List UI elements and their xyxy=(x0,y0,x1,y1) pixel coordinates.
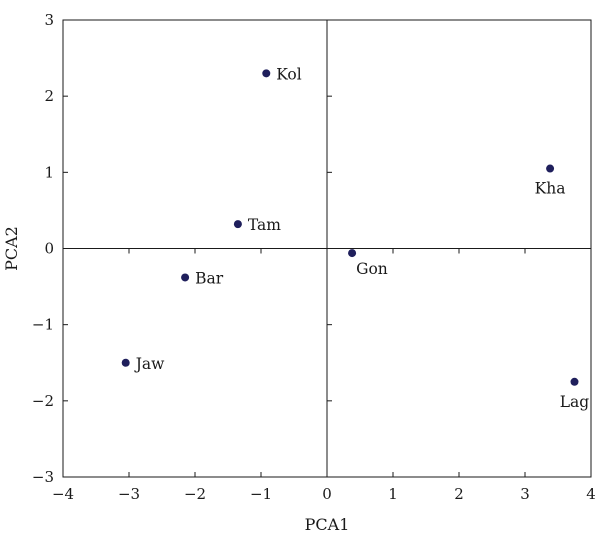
y-tick-label: 3 xyxy=(44,11,54,29)
data-point xyxy=(233,220,242,229)
x-tick-label: 3 xyxy=(520,485,530,503)
data-point xyxy=(570,377,579,386)
x-tick-label: 4 xyxy=(586,485,595,503)
point-label: Kol xyxy=(276,65,301,83)
data-point xyxy=(546,164,555,173)
point-label: Bar xyxy=(195,269,224,287)
x-tick-label: 2 xyxy=(454,485,464,503)
data-point xyxy=(262,69,271,78)
y-axis-label: PCA2 xyxy=(2,226,21,271)
point-label: Lag xyxy=(560,393,590,411)
x-axis-label: PCA1 xyxy=(305,515,350,534)
y-tick-label: −1 xyxy=(32,316,54,334)
y-tick-label: −2 xyxy=(32,392,54,410)
data-points: Kol Tam Bar Jaw Gon Kha Lag xyxy=(121,65,590,411)
data-point xyxy=(181,273,190,282)
y-tick-label: 2 xyxy=(44,87,54,105)
x-tick-label: 1 xyxy=(388,485,398,503)
y-tick-label: 0 xyxy=(44,240,54,258)
x-tick-label: −1 xyxy=(250,485,272,503)
data-point xyxy=(121,358,130,367)
x-tick-label: −2 xyxy=(184,485,206,503)
x-tick-label: −3 xyxy=(118,485,140,503)
point-label: Tam xyxy=(248,216,281,234)
x-tick-label: −4 xyxy=(52,485,74,503)
point-label: Jaw xyxy=(134,355,165,373)
x-tick-label: 0 xyxy=(322,485,332,503)
y-tick-label: −3 xyxy=(32,468,54,486)
point-label: Gon xyxy=(356,260,388,278)
y-tick-label: 1 xyxy=(44,163,54,181)
tick-marks xyxy=(62,19,592,478)
data-point xyxy=(348,249,357,258)
point-label: Kha xyxy=(535,180,566,198)
